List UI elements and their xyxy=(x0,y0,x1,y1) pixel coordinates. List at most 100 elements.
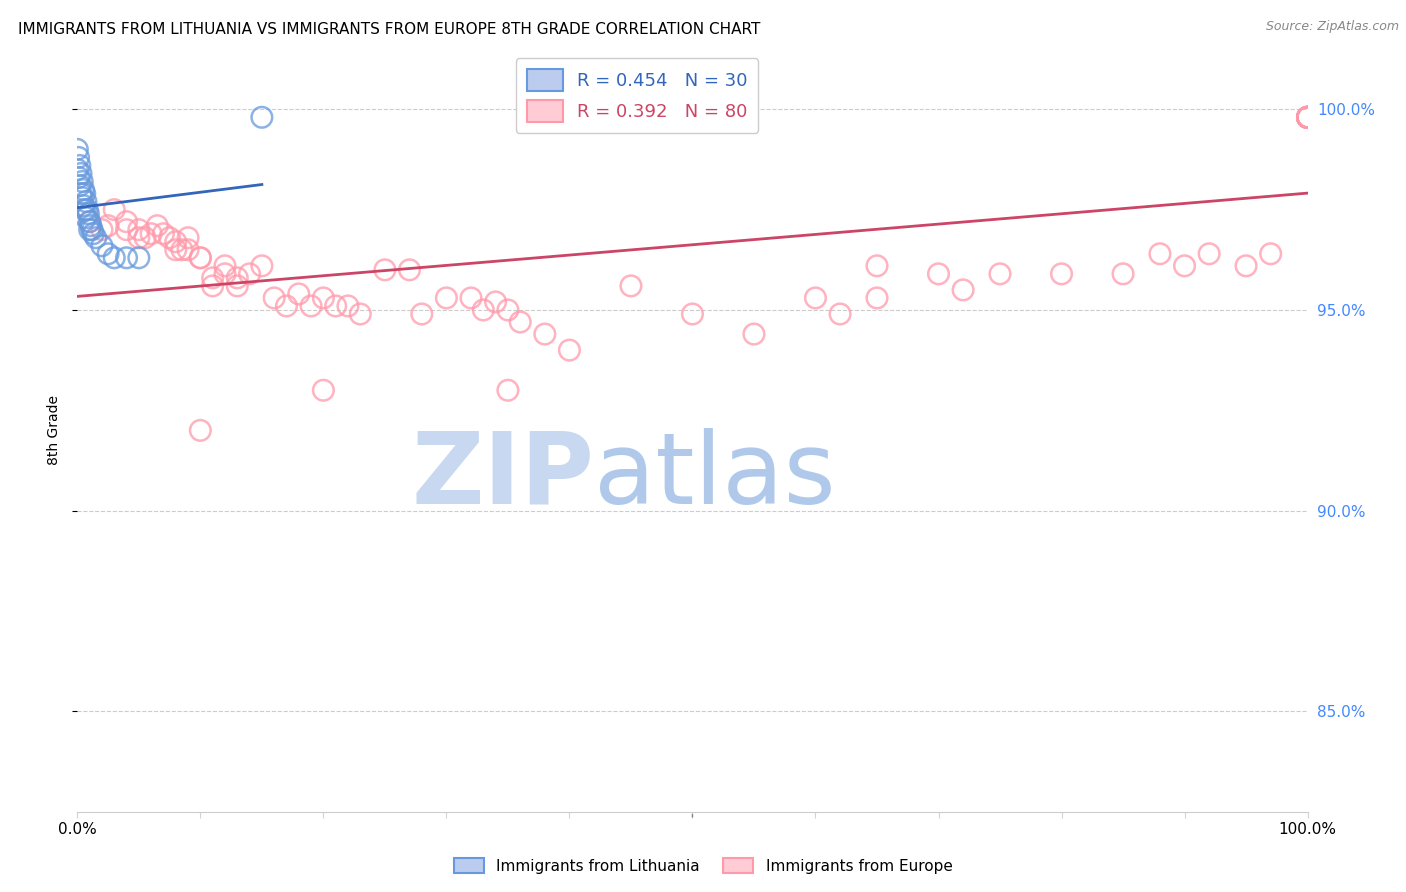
Point xyxy=(325,299,347,313)
Point xyxy=(239,267,262,281)
Point xyxy=(128,230,150,244)
Point xyxy=(558,343,581,357)
Point xyxy=(830,307,852,321)
Point xyxy=(90,222,114,236)
Point xyxy=(70,190,93,204)
Point xyxy=(288,286,311,301)
Point xyxy=(620,278,643,293)
Point xyxy=(70,174,93,188)
Point xyxy=(411,307,433,321)
Point xyxy=(67,150,90,164)
Point xyxy=(472,302,495,317)
Text: IMMIGRANTS FROM LITHUANIA VS IMMIGRANTS FROM EUROPE 8TH GRADE CORRELATION CHART: IMMIGRANTS FROM LITHUANIA VS IMMIGRANTS … xyxy=(18,22,761,37)
Point xyxy=(170,243,193,257)
Point xyxy=(276,299,298,313)
Point xyxy=(1296,110,1319,124)
Point xyxy=(509,315,531,329)
Point xyxy=(485,294,508,309)
Point xyxy=(73,186,96,201)
Point xyxy=(190,423,212,437)
Point xyxy=(66,142,89,156)
Point xyxy=(115,222,138,236)
Legend: Immigrants from Lithuania, Immigrants from Europe: Immigrants from Lithuania, Immigrants fr… xyxy=(447,852,959,880)
Point xyxy=(75,194,97,209)
Point xyxy=(866,259,889,273)
Point xyxy=(1149,246,1171,260)
Point xyxy=(1296,110,1319,124)
Point xyxy=(82,222,104,236)
Text: atlas: atlas xyxy=(595,427,835,524)
Point xyxy=(75,211,97,225)
Point xyxy=(496,302,519,317)
Point xyxy=(1296,110,1319,124)
Point xyxy=(988,267,1011,281)
Point xyxy=(866,291,889,305)
Point xyxy=(312,291,335,305)
Point xyxy=(79,222,101,236)
Point xyxy=(115,214,138,228)
Point xyxy=(190,251,212,265)
Point xyxy=(159,230,181,244)
Point xyxy=(76,202,98,217)
Point xyxy=(128,251,150,265)
Point xyxy=(1296,110,1319,124)
Point xyxy=(496,383,519,397)
Point xyxy=(190,251,212,265)
Point xyxy=(1234,259,1257,273)
Point xyxy=(103,251,125,265)
Point xyxy=(79,214,101,228)
Point xyxy=(115,251,138,265)
Point xyxy=(69,158,91,172)
Point xyxy=(1050,267,1073,281)
Point xyxy=(72,182,94,196)
Point xyxy=(80,219,103,233)
Point xyxy=(73,202,96,217)
Point xyxy=(177,243,200,257)
Point xyxy=(1198,246,1220,260)
Point xyxy=(177,230,200,244)
Point xyxy=(337,299,360,313)
Point xyxy=(398,262,420,277)
Point xyxy=(70,186,93,201)
Point xyxy=(1296,110,1319,124)
Point xyxy=(250,110,273,124)
Point xyxy=(66,162,89,177)
Point xyxy=(250,259,273,273)
Point xyxy=(128,222,150,236)
Point xyxy=(1296,110,1319,124)
Point xyxy=(165,235,187,249)
Point xyxy=(312,383,335,397)
Point xyxy=(82,227,104,241)
Point xyxy=(84,230,107,244)
Point xyxy=(146,219,169,233)
Point xyxy=(226,278,249,293)
Legend: R = 0.454   N = 30, R = 0.392   N = 80: R = 0.454 N = 30, R = 0.392 N = 80 xyxy=(516,58,758,133)
Point xyxy=(1296,110,1319,124)
Point xyxy=(263,291,285,305)
Text: ZIP: ZIP xyxy=(411,427,595,524)
Point xyxy=(1260,246,1282,260)
Point xyxy=(374,262,396,277)
Point xyxy=(1296,110,1319,124)
Point xyxy=(97,219,120,233)
Point xyxy=(214,267,236,281)
Point xyxy=(152,227,174,241)
Point xyxy=(103,202,125,217)
Y-axis label: 8th Grade: 8th Grade xyxy=(46,395,60,466)
Point xyxy=(72,198,94,212)
Point xyxy=(460,291,482,305)
Point xyxy=(1296,110,1319,124)
Text: Source: ZipAtlas.com: Source: ZipAtlas.com xyxy=(1265,20,1399,33)
Point xyxy=(141,227,163,241)
Point xyxy=(97,246,120,260)
Point xyxy=(804,291,827,305)
Point xyxy=(79,214,101,228)
Point xyxy=(165,243,187,257)
Point xyxy=(682,307,704,321)
Point xyxy=(1112,267,1135,281)
Point xyxy=(1174,259,1197,273)
Point xyxy=(67,170,90,185)
Point xyxy=(1296,110,1319,124)
Point xyxy=(1296,110,1319,124)
Point xyxy=(952,283,974,297)
